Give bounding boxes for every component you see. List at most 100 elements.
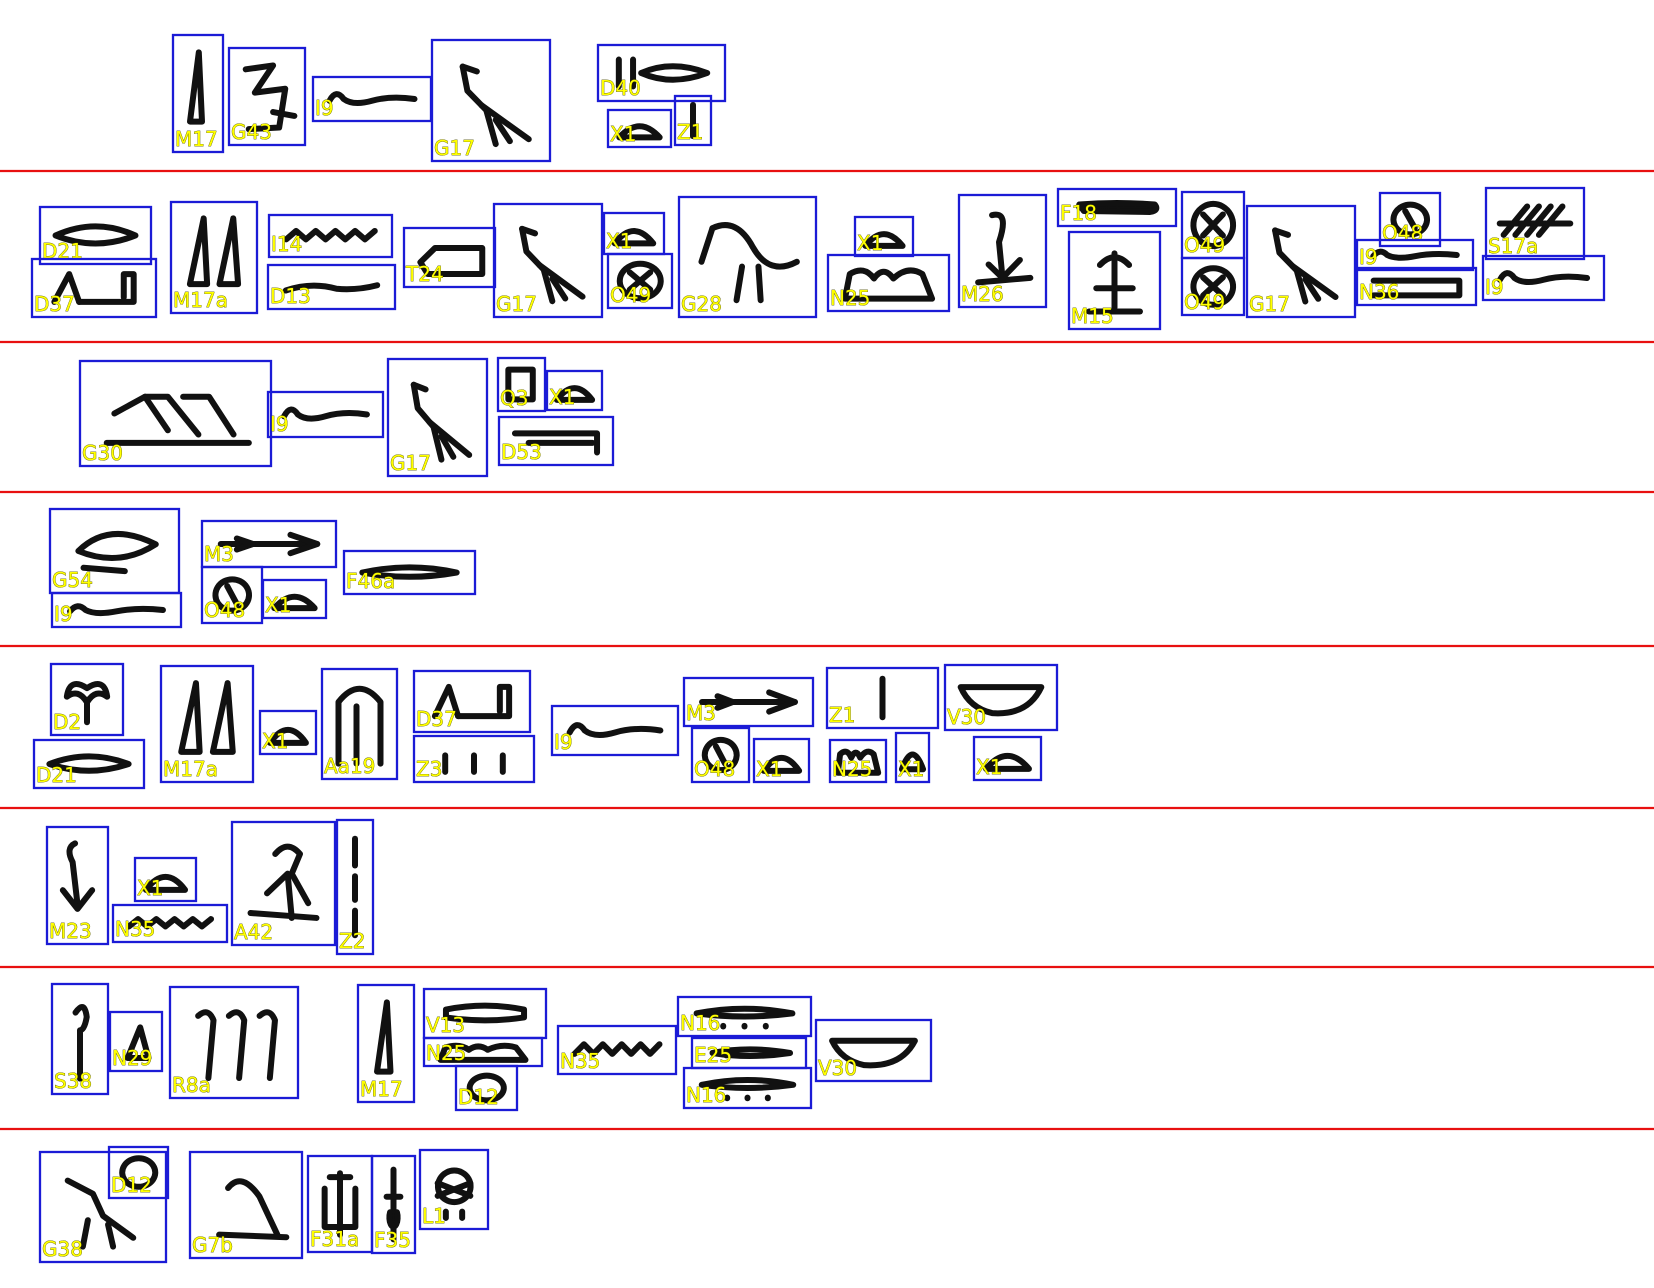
glyph-m17-drawing bbox=[190, 52, 202, 121]
glyph-stroke bbox=[992, 215, 1003, 278]
glyph-label-i9: I9 bbox=[1359, 245, 1378, 269]
glyph-z1-box[interactable] bbox=[825, 666, 940, 730]
glyph-f46a-drawing bbox=[362, 567, 456, 576]
glyph-d21-box[interactable] bbox=[38, 205, 153, 266]
glyph-v30-box[interactable] bbox=[943, 663, 1059, 732]
glyph-n16-box[interactable] bbox=[676, 995, 813, 1038]
glyph-z2-box[interactable] bbox=[335, 818, 375, 956]
glyph-label-d37: D37 bbox=[416, 707, 457, 731]
glyph-f46a-box[interactable] bbox=[342, 549, 477, 596]
glyph-v13-drawing bbox=[446, 1006, 524, 1021]
glyph-d2-box[interactable] bbox=[49, 662, 125, 737]
glyph-n25-box[interactable] bbox=[828, 738, 888, 784]
glyph-m3-box[interactable] bbox=[682, 676, 815, 728]
glyph-g17-box[interactable] bbox=[430, 38, 552, 163]
glyph-n29-box[interactable] bbox=[108, 1010, 164, 1073]
glyph-x1-box[interactable] bbox=[972, 735, 1043, 782]
glyph-o48-box[interactable] bbox=[690, 726, 751, 784]
glyph-m15-box[interactable] bbox=[1067, 230, 1162, 331]
glyph-i9-box[interactable] bbox=[50, 591, 183, 629]
glyph-m17a-box[interactable] bbox=[169, 200, 259, 315]
glyph-g17-box[interactable] bbox=[386, 357, 489, 478]
glyph-n35-box[interactable] bbox=[556, 1024, 678, 1076]
glyph-aa19-box[interactable] bbox=[320, 667, 399, 781]
glyph-o48-box[interactable] bbox=[1378, 191, 1442, 248]
glyph-stroke bbox=[330, 94, 415, 103]
glyph-g17-drawing bbox=[463, 67, 529, 144]
glyph-m17-box[interactable] bbox=[171, 33, 225, 154]
glyph-z1-box[interactable] bbox=[673, 94, 713, 147]
glyph-x1-box[interactable] bbox=[752, 737, 811, 784]
glyph-n36-box[interactable] bbox=[1355, 266, 1478, 307]
glyph-label-n35: N35 bbox=[115, 917, 155, 941]
glyph-x1-drawing bbox=[865, 234, 902, 246]
glyph-stroke bbox=[84, 568, 125, 571]
glyph-i14-box[interactable] bbox=[267, 213, 394, 259]
glyph-label-d2: D2 bbox=[53, 710, 81, 734]
glyph-x1-drawing bbox=[274, 597, 314, 608]
glyph-g30-box[interactable] bbox=[78, 359, 273, 468]
glyph-label-i14: I14 bbox=[271, 232, 302, 256]
glyph-g17-box[interactable] bbox=[1245, 204, 1357, 319]
glyph-m17a-drawing bbox=[190, 218, 238, 284]
glyph-q3-box[interactable] bbox=[496, 356, 547, 413]
glyph-stroke bbox=[619, 126, 659, 137]
glyph-g43-box[interactable] bbox=[227, 46, 307, 147]
glyph-x1-box[interactable] bbox=[258, 709, 318, 756]
glyph-o49-box[interactable] bbox=[606, 252, 674, 310]
glyph-d12-box[interactable] bbox=[107, 1145, 170, 1200]
glyph-stroke bbox=[832, 1041, 915, 1066]
glyph-d53-box[interactable] bbox=[497, 415, 615, 467]
glyph-stroke bbox=[712, 225, 796, 267]
glyph-label-g17: G17 bbox=[1249, 292, 1290, 316]
glyph-d37-box[interactable] bbox=[30, 257, 158, 319]
glyph-i9-box[interactable] bbox=[1481, 254, 1606, 302]
glyph-z3-box[interactable] bbox=[412, 734, 536, 784]
glyph-m23-box[interactable] bbox=[45, 825, 110, 946]
glyph-n25-box[interactable] bbox=[826, 253, 951, 313]
glyph-m3-box[interactable] bbox=[200, 519, 338, 569]
glyph-label-g43: G43 bbox=[231, 120, 272, 144]
glyph-i9-box[interactable] bbox=[550, 704, 680, 757]
glyph-x1-drawing bbox=[557, 388, 592, 400]
glyph-stroke bbox=[146, 877, 185, 890]
glyph-d21-box[interactable] bbox=[32, 738, 146, 790]
glyph-d13-box[interactable] bbox=[266, 263, 397, 311]
glyph-r8a-box[interactable] bbox=[168, 985, 300, 1100]
glyph-d40-box[interactable] bbox=[596, 43, 727, 103]
glyph-x1-box[interactable] bbox=[894, 731, 931, 784]
glyph-g28-box[interactable] bbox=[677, 195, 818, 319]
glyph-n35-box[interactable] bbox=[111, 903, 229, 944]
glyph-d12-box[interactable] bbox=[454, 1064, 519, 1112]
glyph-s17a-box[interactable] bbox=[1484, 186, 1586, 261]
glyph-s38-box[interactable] bbox=[50, 982, 110, 1096]
glyph-l1-box[interactable] bbox=[418, 1148, 490, 1231]
glyph-stroke bbox=[838, 752, 878, 773]
glyph-m26-box[interactable] bbox=[957, 193, 1048, 309]
glyph-m17-drawing bbox=[377, 1002, 390, 1071]
glyph-f35-box[interactable] bbox=[370, 1154, 417, 1255]
glyph-i9-box[interactable] bbox=[266, 390, 385, 439]
glyph-m17a-box[interactable] bbox=[159, 664, 255, 784]
glyph-x1-box[interactable] bbox=[545, 369, 604, 412]
glyph-stroke bbox=[522, 229, 535, 234]
glyph-x1-box[interactable] bbox=[261, 578, 328, 620]
glyph-stroke bbox=[1275, 230, 1288, 234]
glyph-o49-drawing bbox=[1193, 204, 1233, 246]
glyph-a42-box[interactable] bbox=[230, 820, 337, 947]
glyph-i9-drawing bbox=[1373, 252, 1457, 258]
glyph-g38-box[interactable] bbox=[38, 1150, 168, 1264]
glyph-g17-box[interactable] bbox=[492, 202, 604, 319]
glyph-f18-box[interactable] bbox=[1056, 187, 1178, 228]
glyph-x1-box[interactable] bbox=[606, 108, 673, 149]
glyph-x1-drawing bbox=[615, 231, 653, 243]
glyph-m17-box[interactable] bbox=[356, 983, 416, 1104]
glyph-n16-box[interactable] bbox=[682, 1066, 813, 1110]
glyph-o49-box[interactable] bbox=[1180, 256, 1246, 317]
glyph-g7b-box[interactable] bbox=[188, 1150, 304, 1260]
glyph-i9-box[interactable] bbox=[1355, 238, 1475, 272]
glyph-x1-box[interactable] bbox=[133, 856, 198, 903]
glyph-v30-box[interactable] bbox=[814, 1018, 933, 1083]
glyph-d37-box[interactable] bbox=[412, 669, 532, 734]
